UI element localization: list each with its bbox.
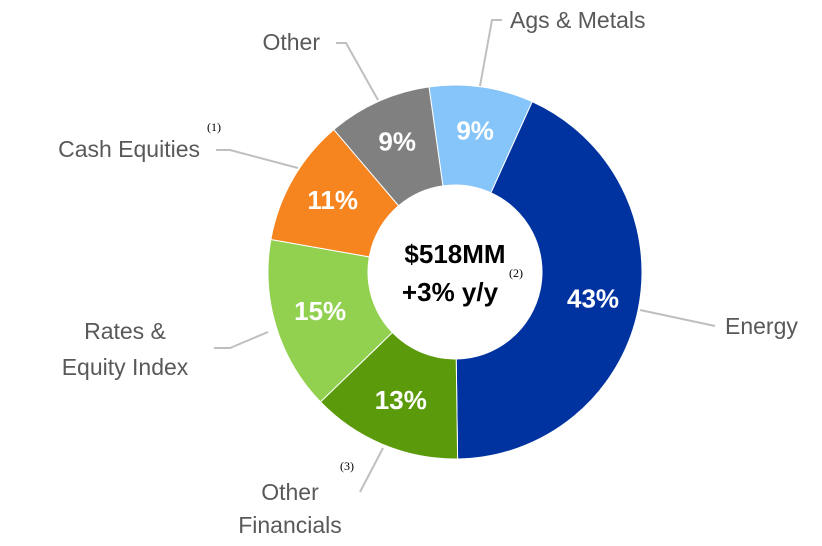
footnote-marker: (2) [509, 266, 523, 280]
donut-segment [333, 86, 444, 207]
data-label: 15% [294, 296, 346, 326]
leader-line [216, 149, 299, 169]
data-label: 13% [375, 385, 427, 415]
footnote-marker: (1) [207, 120, 221, 134]
category-label: Other [262, 29, 320, 55]
center-growth: +3% y/y [402, 277, 499, 307]
data-label: 9% [456, 115, 494, 145]
data-label: 43% [567, 284, 619, 314]
category-label: Energy [725, 313, 798, 339]
category-label: Rates & [84, 318, 166, 344]
leader-line [479, 19, 502, 87]
category-label: Equity Index [62, 354, 189, 380]
labels: 9% Ags & Metals 43% Energy 13% Other Financial… [58, 7, 798, 538]
footnote-marker: (3) [340, 459, 354, 473]
donut [267, 84, 643, 460]
category-label: Other [261, 479, 319, 505]
leader-line [336, 42, 379, 101]
data-label: 9% [378, 126, 416, 156]
center-total: $518MM [404, 239, 505, 269]
leader-line [639, 309, 716, 327]
category-label: Financials [238, 512, 342, 538]
data-label: 11% [307, 185, 358, 215]
category-label: Ags & Metals [510, 7, 646, 33]
leader-line [214, 331, 269, 349]
category-label: Cash Equities [58, 136, 200, 162]
leader-line [359, 447, 384, 493]
donut-segment [267, 238, 394, 403]
donut-segment [455, 101, 643, 460]
